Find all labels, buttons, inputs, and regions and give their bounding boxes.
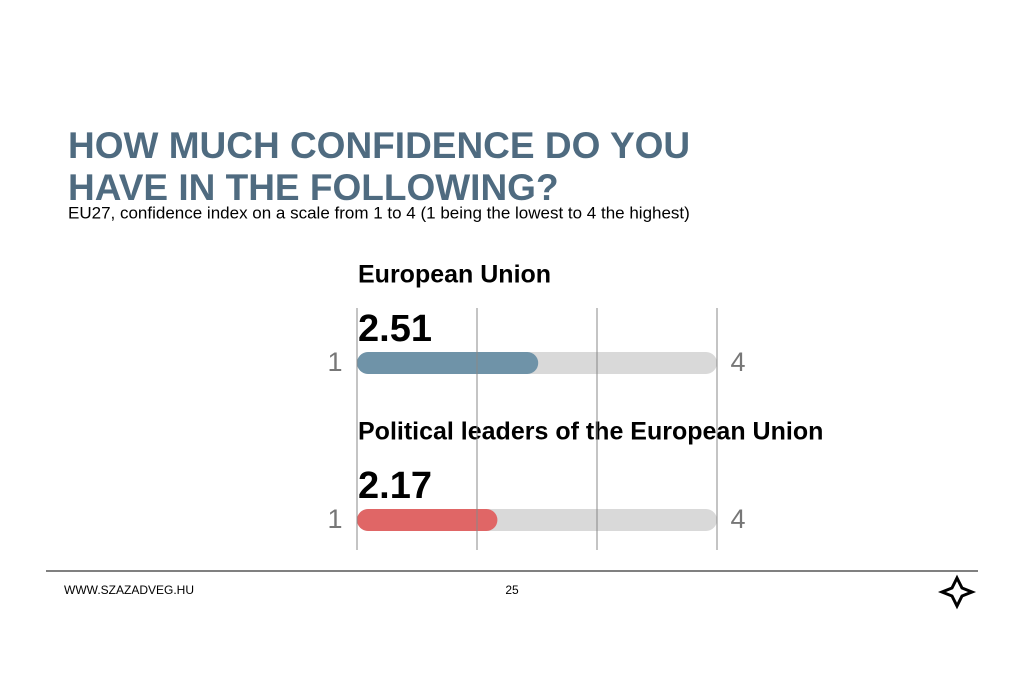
chart-subtitle: EU27, confidence index on a scale from 1… [68, 203, 690, 222]
scale-max-label: 4 [730, 347, 745, 377]
chart-title: HOW MUCH CONFIDENCE DO YOU [68, 125, 690, 166]
logo [937, 574, 977, 610]
bar [357, 352, 539, 374]
category-label: Political leaders of the European Union [358, 418, 823, 446]
scale-min-label: 1 [327, 347, 342, 377]
footer-website: WWW.SZAZADVEG.HU [64, 583, 194, 597]
scale-max-label: 4 [730, 504, 745, 534]
scale-min-label: 1 [327, 504, 342, 534]
bar [357, 509, 498, 531]
category-label: European Union [358, 261, 551, 289]
chart-title: HAVE IN THE FOLLOWING? [68, 167, 559, 208]
plot: European Union 2.51 1 4 Political leaders of… [327, 261, 823, 550]
value-label: 2.51 [358, 308, 432, 350]
page-number: 25 [505, 583, 519, 597]
value-label: 2.17 [358, 465, 432, 507]
